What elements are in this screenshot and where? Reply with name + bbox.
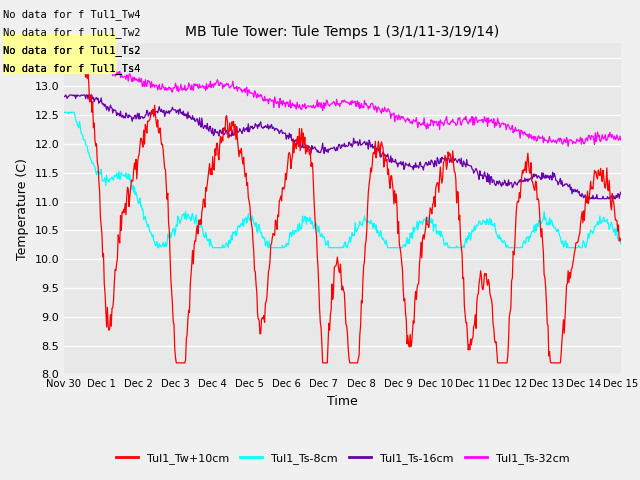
Text: No data for f Tul1_Tw4: No data for f Tul1_Tw4 bbox=[3, 9, 141, 20]
Y-axis label: Temperature (C): Temperature (C) bbox=[16, 158, 29, 260]
Text: No data for f Tul1_Ts2: No data for f Tul1_Ts2 bbox=[3, 45, 141, 56]
Text: No data for f Tul1_Ts4: No data for f Tul1_Ts4 bbox=[3, 63, 141, 74]
Title: MB Tule Tower: Tule Temps 1 (3/1/11-3/19/14): MB Tule Tower: Tule Temps 1 (3/1/11-3/19… bbox=[185, 25, 500, 39]
Text: No data for f Tul1_Ts4: No data for f Tul1_Ts4 bbox=[3, 63, 141, 74]
Text: No data for f Tul1_Ts2: No data for f Tul1_Ts2 bbox=[3, 45, 141, 56]
Legend: Tul1_Tw+10cm, Tul1_Ts-8cm, Tul1_Ts-16cm, Tul1_Ts-32cm: Tul1_Tw+10cm, Tul1_Ts-8cm, Tul1_Ts-16cm,… bbox=[111, 448, 573, 468]
Text: No data for f Tul1_Tw2: No data for f Tul1_Tw2 bbox=[3, 27, 141, 38]
X-axis label: Time: Time bbox=[327, 395, 358, 408]
